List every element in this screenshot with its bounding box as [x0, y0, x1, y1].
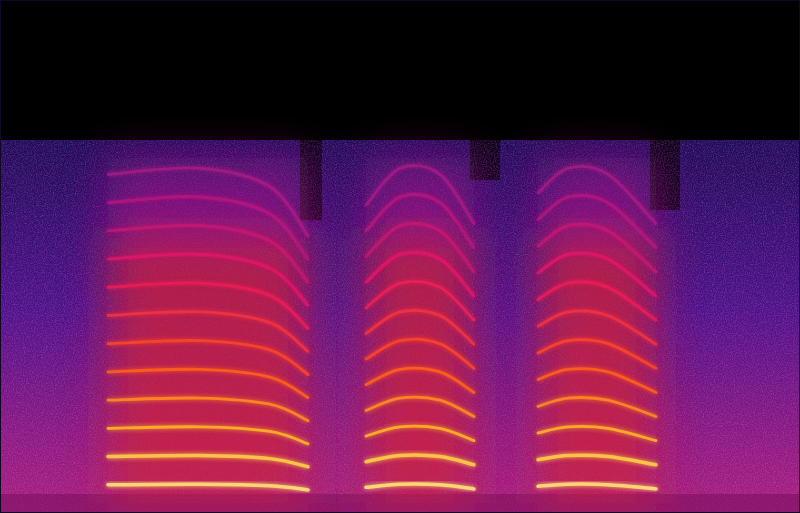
harmonic-line: [108, 225, 308, 282]
harmonic-line: [108, 283, 308, 328]
harmonic-line: [108, 484, 308, 490]
harmonic-line: [108, 398, 308, 421]
harmonic-line: [538, 311, 656, 344]
harmonic-line: [366, 339, 474, 368]
energy-haze: [108, 158, 656, 503]
harmonic-line: [366, 368, 474, 392]
harmonic-line: [108, 197, 308, 259]
harmonic-line: [366, 426, 474, 441]
harmonic-line: [538, 484, 656, 489]
harmonic-line: [366, 223, 474, 271]
plot-area: [108, 166, 656, 490]
harmonic-line: [538, 282, 656, 320]
harmonic-line: [366, 455, 474, 465]
harmonic-line: [108, 254, 308, 305]
harmonic-line: [538, 340, 656, 369]
harmonic-line: [108, 168, 308, 236]
harmonic-line: [108, 427, 308, 444]
harmonic-line: [366, 484, 474, 489]
harmonic-line: [366, 310, 474, 344]
harmonic-line: [366, 252, 474, 296]
harmonic-line: [538, 455, 656, 465]
harmonic-line: [538, 369, 656, 393]
harmonic-line: [366, 194, 474, 247]
harmonic-line: [108, 340, 308, 374]
harmonic-line: [538, 166, 656, 223]
background: [0, 0, 800, 513]
harmonic-line: [108, 369, 308, 397]
harmonic-line: [108, 455, 308, 466]
harmonic-line: [538, 426, 656, 440]
harmonic-line: [108, 312, 308, 352]
harmonic-line: [538, 253, 656, 296]
spectrogram: [0, 0, 800, 513]
harmonic-line: [538, 397, 656, 416]
plot-frame: [1, 1, 800, 513]
harmonic-line: [366, 166, 474, 224]
noise-field: [0, 140, 800, 513]
harmonic-line: [366, 397, 474, 416]
harmonic-line: [366, 281, 474, 320]
